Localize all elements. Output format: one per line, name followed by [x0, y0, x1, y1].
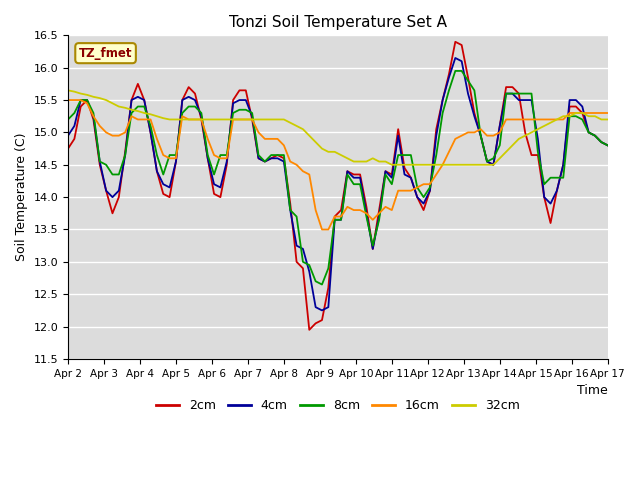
Title: Tonzi Soil Temperature Set A: Tonzi Soil Temperature Set A [229, 15, 447, 30]
Text: TZ_fmet: TZ_fmet [79, 47, 132, 60]
X-axis label: Time: Time [577, 384, 608, 397]
Y-axis label: Soil Temperature (C): Soil Temperature (C) [15, 133, 28, 262]
Legend: 2cm, 4cm, 8cm, 16cm, 32cm: 2cm, 4cm, 8cm, 16cm, 32cm [151, 395, 525, 418]
